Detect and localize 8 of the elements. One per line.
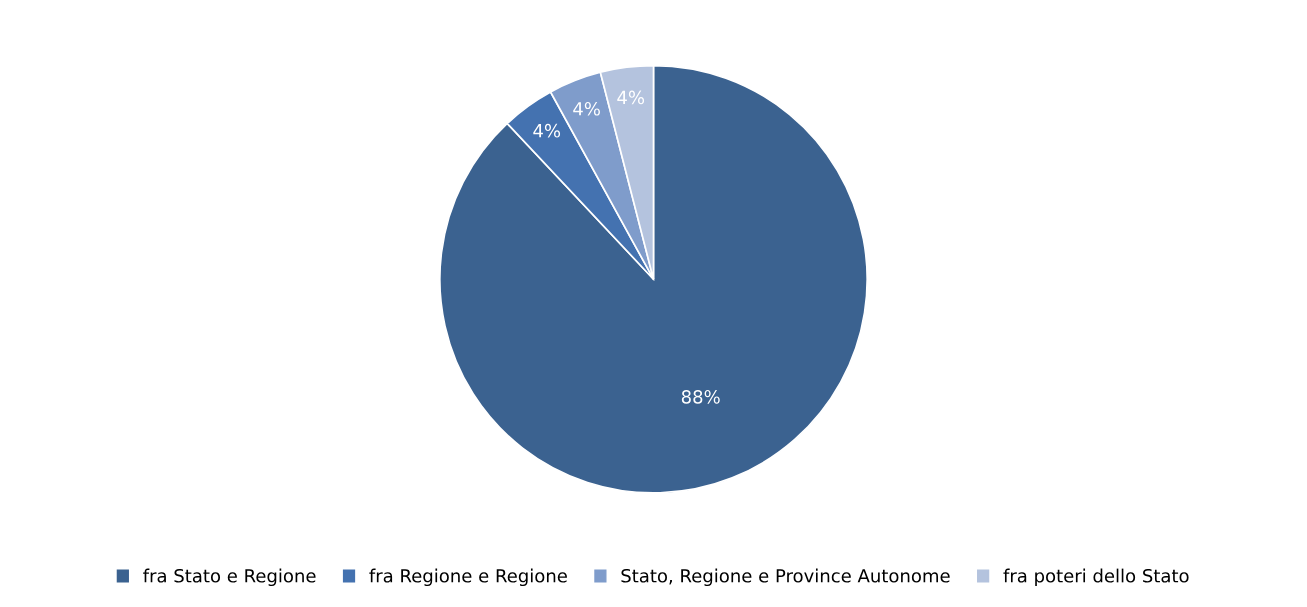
data-label: 4% xyxy=(533,123,561,138)
data-label: 4% xyxy=(573,101,600,116)
legend-label: Stato, Regione e Province Autonome xyxy=(621,568,950,587)
data-label: 4% xyxy=(617,90,645,105)
legend-label: fra Stato e Regione xyxy=(143,568,316,587)
data-label: 88% xyxy=(681,390,720,404)
legend-label: fra Regione e Regione xyxy=(369,568,567,587)
legend-label: fra poteri dello Stato xyxy=(1003,568,1189,587)
